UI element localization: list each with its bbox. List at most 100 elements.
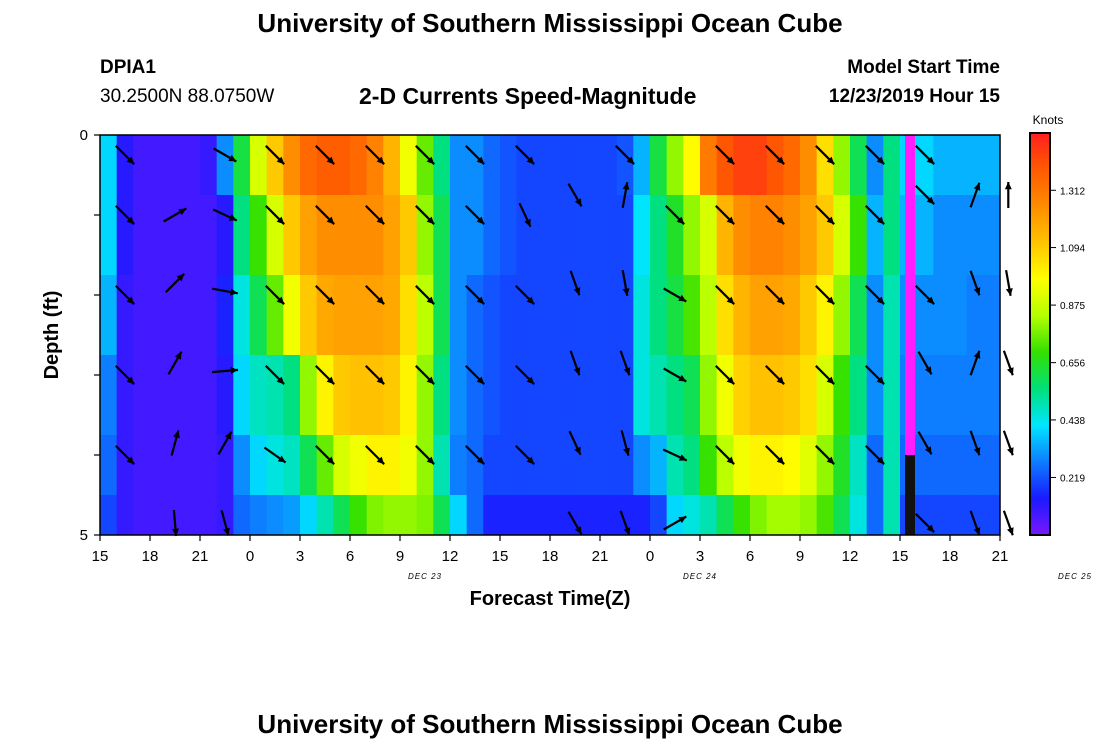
heatmap-cell — [783, 355, 801, 436]
current-vector — [315, 145, 335, 165]
current-vector — [515, 285, 535, 305]
heatmap-cell — [466, 195, 484, 276]
heatmap-cell — [233, 495, 251, 535]
current-vector — [969, 270, 981, 296]
current-vector — [815, 205, 835, 225]
heatmap-cell — [150, 495, 168, 535]
heatmap-cell — [116, 275, 134, 356]
heatmap-cell — [566, 355, 584, 436]
heatmap-cell — [600, 275, 618, 356]
heatmap-cell — [400, 195, 418, 276]
current-vector — [415, 205, 435, 225]
current-vector — [715, 445, 735, 465]
heatmap-cell — [466, 355, 484, 436]
current-vector — [465, 145, 485, 165]
heatmap-cell — [400, 275, 418, 356]
heatmap-cell — [116, 435, 134, 496]
heatmap-cell — [933, 435, 951, 496]
current-vector — [567, 183, 583, 207]
heatmap-cell — [816, 495, 834, 535]
heatmap-cell — [800, 355, 818, 436]
current-vector — [365, 205, 385, 225]
heatmap-cell — [133, 435, 151, 496]
x-tick-label: 21 — [192, 548, 209, 565]
heatmap-cell — [183, 135, 201, 196]
heatmap-cell — [733, 195, 751, 276]
heatmap-cell — [966, 195, 984, 276]
heatmap-cell — [866, 355, 884, 436]
heatmap-cell — [816, 195, 834, 276]
heatmap-cell — [550, 495, 568, 535]
heatmap-cell — [116, 495, 134, 535]
heatmap-cell — [683, 435, 701, 496]
current-vector — [621, 182, 630, 208]
heatmap-cell — [616, 495, 634, 535]
heatmap-cell — [450, 195, 468, 276]
heatmap-cell — [600, 135, 618, 196]
heatmap-cell — [950, 195, 968, 276]
heatmap-cell — [433, 495, 451, 535]
y-tick-label: 0 — [80, 127, 88, 144]
heatmap-cell — [783, 495, 801, 535]
heatmap-cell — [716, 275, 734, 356]
heatmap-cell — [566, 495, 584, 535]
x-tick-label: 12 — [842, 548, 859, 565]
heatmap-cell — [433, 435, 451, 496]
heatmap-cell — [433, 275, 451, 356]
heatmap-cell — [550, 135, 568, 196]
heatmap-cell — [650, 135, 668, 196]
current-vector — [465, 445, 485, 465]
heatmap-cell — [633, 355, 651, 436]
station-id: DPIA1 — [100, 57, 156, 78]
current-vector — [415, 445, 435, 465]
heatmap-cell — [483, 495, 501, 535]
current-vector — [620, 430, 630, 456]
heatmap-cell — [766, 495, 784, 535]
heatmap-cell — [783, 435, 801, 496]
heatmap-cell — [700, 355, 718, 436]
heatmap-cell — [916, 495, 934, 535]
x-tick-label: 15 — [892, 548, 909, 565]
x-tick-label: 3 — [296, 548, 304, 565]
heatmap-cell — [750, 435, 768, 496]
heatmap-cell — [116, 195, 134, 276]
heatmap-cell — [733, 135, 751, 196]
chart-subtitle: 2-D Currents Speed-Magnitude — [359, 83, 697, 109]
heatmap-cell — [750, 195, 768, 276]
heatmap-cell — [633, 435, 651, 496]
current-vector — [518, 202, 532, 228]
heatmap-cell — [450, 495, 468, 535]
current-vector — [265, 205, 285, 225]
heatmap-cell — [850, 135, 868, 196]
heatmap-cell — [550, 195, 568, 276]
day-label: DEC 24 — [683, 572, 717, 581]
heatmap-cell — [266, 275, 284, 356]
heatmap-cell — [266, 355, 284, 436]
heatmap-cell — [416, 495, 434, 535]
heatmap-cell — [550, 355, 568, 436]
heatmap-cell — [766, 355, 784, 436]
x-tick-label: 21 — [992, 548, 1009, 565]
heatmap-cell — [716, 435, 734, 496]
heatmap-cell — [250, 435, 268, 496]
current-vector — [315, 205, 335, 225]
heatmap-cell — [316, 195, 334, 276]
current-vector — [663, 515, 687, 531]
heatmap-cell — [266, 495, 284, 535]
missing-data-band — [905, 135, 915, 455]
x-tick-label: 18 — [142, 548, 159, 565]
current-vector — [715, 205, 735, 225]
heatmap-cell — [950, 355, 968, 436]
heatmap-cell — [283, 275, 301, 356]
heatmap-cell — [483, 195, 501, 276]
heatmap-cell — [566, 195, 584, 276]
heatmap-cell — [533, 435, 551, 496]
current-vector — [663, 287, 687, 303]
current-vector — [663, 367, 687, 383]
current-vector — [865, 285, 885, 305]
heatmap-cell — [300, 195, 318, 276]
heatmap-cell — [333, 195, 351, 276]
heatmap-cell — [183, 275, 201, 356]
heatmap-cell — [183, 195, 201, 276]
current-vector — [715, 365, 735, 385]
